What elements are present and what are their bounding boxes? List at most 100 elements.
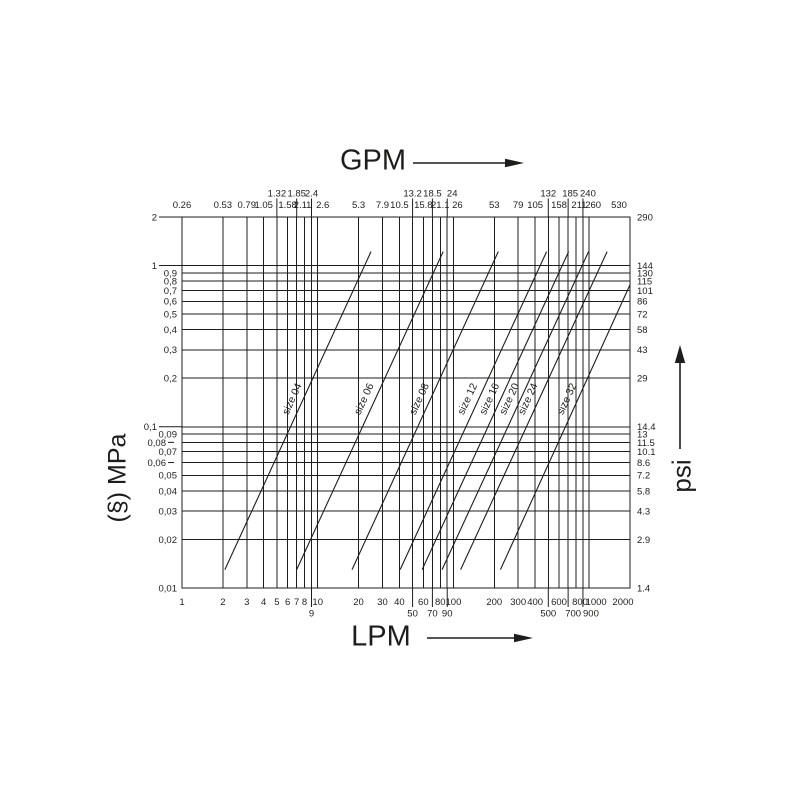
mpa-tick-label: 2	[152, 212, 157, 223]
plot-frame	[181, 216, 631, 589]
psi-tick-label: 7.2	[637, 471, 650, 482]
mpa-tick-label: 0,3	[164, 345, 177, 356]
series-line-size-32	[499, 284, 631, 570]
psi-tick-label: 101	[637, 286, 653, 297]
mpa-tick-label: 0,05	[159, 471, 178, 482]
gpm-tick-label: 158	[551, 200, 567, 211]
plot-border	[181, 216, 631, 589]
series-lines	[224, 251, 631, 570]
psi-tick-label: 115	[637, 277, 652, 288]
lpm-tick-label: 2	[220, 597, 225, 608]
psi-axis-title: psi	[666, 459, 697, 493]
psi-tick-label: 11.5	[637, 438, 655, 449]
series-label-size-04: size 04	[280, 381, 305, 416]
mpa-tick-label: 0,5	[164, 309, 177, 320]
lpm-tick-label: 400	[527, 597, 543, 608]
lpm-tick-label: 1	[179, 597, 184, 608]
mpa-tick-label: 0,8	[164, 277, 177, 288]
lpm-tick-label: 300	[510, 597, 526, 608]
mpa-tick-label: 0,6	[164, 297, 177, 308]
lpm-tick-label: 800	[572, 597, 588, 608]
gpm-tick-label: 18.5	[423, 189, 442, 200]
psi-tick-label: 2.9	[637, 535, 650, 546]
lpm-tick-label: 3	[244, 597, 249, 608]
gpm-tick-label: 185	[562, 189, 578, 200]
series-line-size-04	[224, 251, 372, 570]
mpa-tick-label: 0,07	[159, 447, 178, 458]
lpm-axis-title: LPM	[351, 620, 411, 653]
gpm-tick-label: 79	[513, 200, 524, 211]
lpm-tick-label: 50	[407, 609, 418, 620]
gpm-axis-arrow	[413, 158, 524, 168]
psi-axis-arrow	[674, 345, 686, 449]
lpm-tick-label: 100	[446, 597, 462, 608]
gpm-tick-label: 1.32	[268, 189, 287, 200]
mpa-tick-label: 0,03	[159, 506, 178, 517]
gpm-tick-label: 7.9	[376, 200, 389, 211]
right-arrow-icon	[505, 158, 524, 168]
gpm-tick-label: 2.11	[294, 200, 312, 211]
gpm-tick-label: 2.6	[316, 200, 329, 211]
series-line-size-12	[399, 251, 548, 570]
mpa-tick-label: 0,1	[144, 422, 157, 433]
mpa-tick-label: 0,09	[159, 430, 178, 441]
lpm-tick-label: 200	[486, 597, 502, 608]
mpa-tick-label: 0,7	[164, 286, 177, 297]
gpm-tick-label: 530	[611, 200, 627, 211]
lpm-tick-label: 9	[309, 609, 314, 620]
mpa-tick-label: 0,04	[159, 486, 178, 497]
mpa-tick-label: 0,4	[164, 325, 177, 336]
left-axis-ticks: 210,90,80,70,60,50,40,30,20,10,090,080,0…	[144, 212, 182, 594]
gpm-tick-label: 2.4	[305, 189, 318, 200]
gpm-tick-label: 53	[489, 200, 500, 211]
series-label-size-08: size 08	[407, 381, 432, 416]
lpm-tick-label: 4	[261, 597, 266, 608]
psi-tick-label: 1.4	[637, 583, 650, 594]
psi-tick-label: 290	[637, 212, 653, 223]
psi-tick-label: 29	[637, 374, 648, 385]
gpm-tick-label: 105	[527, 200, 543, 211]
gpm-tick-label: 5.3	[352, 200, 365, 211]
psi-tick-label: 13	[637, 430, 648, 441]
series-label-size-06: size 06	[352, 381, 377, 416]
lpm-tick-label: 30	[377, 597, 388, 608]
lpm-tick-label: 10	[312, 597, 323, 608]
lpm-tick-label: 60	[418, 597, 429, 608]
mpa-tick-label: 0,02	[159, 535, 178, 546]
lpm-tick-label: 90	[442, 609, 453, 620]
mpa-tick-label: 0,9	[164, 268, 177, 279]
series-line-size-16	[421, 251, 570, 570]
gpm-tick-label: 0.79	[238, 200, 257, 211]
up-arrow-icon	[674, 345, 686, 363]
lpm-tick-label: 1000	[586, 597, 607, 608]
right-arrow-icon	[514, 633, 533, 643]
psi-tick-label: 86	[637, 297, 648, 308]
top-axis-ticks: 0.26 0.53 0.791.051.321.581.852.112.42.6 5.…	[173, 189, 627, 217]
psi-tick-label: 130	[637, 268, 653, 279]
lpm-tick-label: 600	[551, 597, 567, 608]
gpm-tick-label: 1.85	[287, 189, 306, 200]
gpm-tick-label: 15.8	[414, 200, 433, 211]
psi-tick-label: 8.6	[637, 458, 650, 469]
lpm-tick-label: 8	[302, 597, 307, 608]
mpa-tick-label: 0,01	[159, 583, 178, 594]
lpm-tick-label: 20	[353, 597, 364, 608]
lpm-tick-label: 80	[435, 597, 446, 608]
mpa-tick-label: 0,06	[148, 458, 167, 469]
gpm-tick-label: 0.53	[214, 200, 233, 211]
psi-tick-label: 14.4	[637, 422, 656, 433]
lpm-tick-label: 500	[540, 609, 556, 620]
psi-tick-label: 72	[637, 309, 648, 320]
psi-tick-label: 5.8	[637, 486, 650, 497]
mpa-tick-label: 0,08	[148, 438, 167, 449]
gpm-tick-label: 26	[452, 200, 463, 211]
lpm-tick-label: 70	[427, 609, 438, 620]
series-line-size-24	[460, 251, 608, 570]
series-line-size-08	[351, 251, 499, 570]
series-line-size-20	[441, 251, 590, 570]
gpm-tick-label: 1.05	[254, 200, 273, 211]
mpa-tick-label: 0,2	[164, 374, 177, 385]
